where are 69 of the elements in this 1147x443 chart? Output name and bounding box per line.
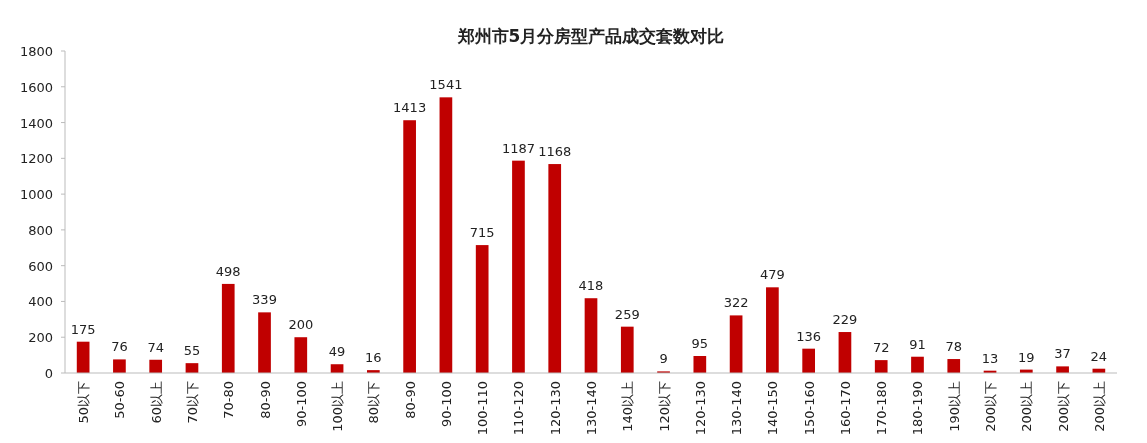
data-label: 9 [659,351,668,367]
data-label: 200 [288,317,314,333]
x-tick-label: 70-80 [221,381,237,419]
x-tick-label: 150-160 [801,381,817,436]
x-tick-label: 130-140 [729,381,745,436]
data-label: 1187 [501,140,535,156]
y-tick-label: 800 [28,222,53,238]
x-tick-label: 90-100 [438,381,454,428]
x-tick-label: 50-60 [112,381,128,419]
data-label: 259 [614,306,640,322]
x-tick-label: 60以上 [148,381,164,424]
x-tick-label: 160-170 [837,381,853,436]
data-label: 16 [365,350,382,366]
y-tick-label: 1400 [19,115,53,131]
x-tick-label: 50以下 [76,381,92,424]
x-tick-label: 200以上 [1091,381,1107,432]
data-label: 175 [70,321,96,337]
data-label: 19 [1018,349,1035,365]
y-tick-label: 600 [28,258,53,274]
data-label: 1413 [393,100,427,116]
y-tick-label: 400 [28,294,53,310]
x-tick-label: 180-190 [910,381,926,436]
data-label: 339 [252,292,277,308]
y-tick-label: 1000 [19,187,53,203]
x-tick-label: 200以下 [983,381,999,432]
x-tick-label: 100以上 [330,381,346,432]
x-tick-label: 130-140 [584,381,599,436]
x-tick-label: 140-150 [765,381,781,436]
x-tick-label: 190以上 [946,381,962,432]
x-tick-label: 120-130 [547,381,563,436]
data-label: 498 [215,263,241,279]
data-label: 24 [1090,348,1108,364]
data-label: 229 [832,312,858,328]
x-tick-label: 200以下 [1055,381,1071,432]
data-label: 37 [1054,346,1071,362]
data-label: 13 [981,350,999,366]
x-tick-label: 70以下 [184,381,200,424]
data-label: 55 [183,343,201,359]
data-label: 322 [723,295,749,311]
data-label: 715 [469,225,495,241]
y-tick-label: 1200 [19,151,53,167]
x-tick-label: 80-90 [402,381,418,419]
x-tick-label: 110-120 [511,381,527,436]
data-label: 78 [945,339,963,355]
chart-title: 郑州市5月分房型产品成交套数对比 [456,26,725,46]
data-label: 76 [111,339,128,355]
data-label: 1541 [429,77,463,93]
y-tick-label: 1800 [19,44,53,59]
x-tick-label: 90-100 [293,381,309,428]
data-label: 72 [872,340,890,356]
x-tick-label: 140以上 [620,381,636,432]
data-label: 49 [328,344,346,360]
data-label: 418 [578,278,604,294]
x-tick-label: 170-180 [874,381,890,436]
x-tick-label: 100-110 [475,381,491,436]
data-label: 479 [759,267,785,283]
y-tick-label: 1600 [19,79,53,95]
y-tick-label: 0 [44,366,53,381]
x-tick-label: 200以上 [1019,381,1035,432]
data-label: 1168 [538,144,572,160]
data-label: 136 [796,328,822,344]
y-tick-label: 200 [28,330,53,346]
data-label: 95 [691,336,709,352]
data-label: 91 [909,336,926,352]
data-label: 74 [147,339,164,355]
x-tick-label: 120-130 [692,381,708,436]
x-tick-label: 120以下 [656,381,672,432]
x-tick-label: 80-90 [257,381,273,419]
x-tick-label: 80以下 [366,381,382,424]
